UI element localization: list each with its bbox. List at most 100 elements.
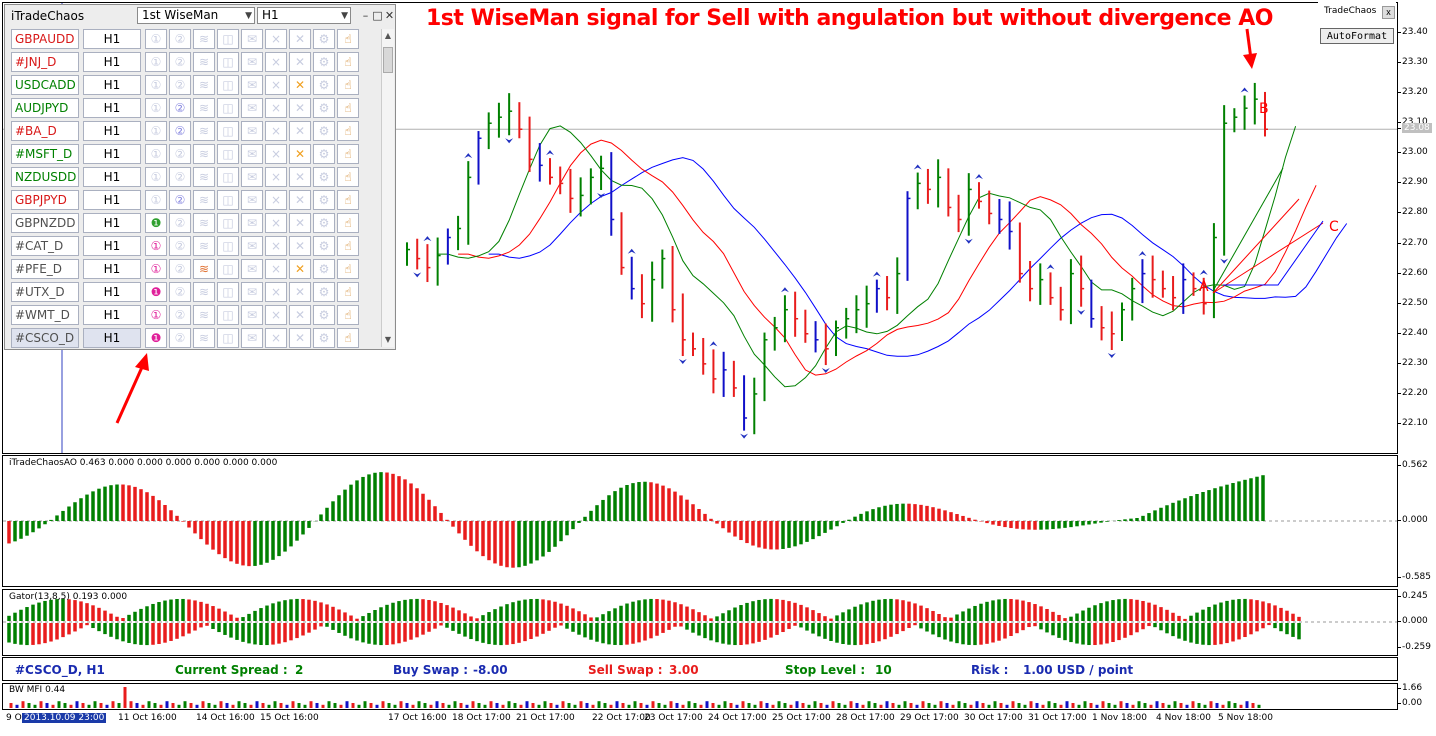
- symbol-name[interactable]: AUDJPYD: [11, 98, 79, 118]
- hand-icon[interactable]: ☝: [337, 29, 359, 49]
- wiseman2-icon[interactable]: ②: [169, 305, 191, 325]
- autoformat-button[interactable]: AutoFormat: [1320, 28, 1394, 44]
- scroll-down-icon[interactable]: ▼: [384, 335, 392, 344]
- wiseman2-icon[interactable]: ②: [169, 75, 191, 95]
- symbol-timeframe[interactable]: H1: [83, 121, 141, 141]
- symbol-name[interactable]: #CAT_D: [11, 236, 79, 256]
- ao-pane[interactable]: iTradeChaosAO 0.463 0.000 0.000 0.000 0.…: [2, 455, 1398, 587]
- close-icon[interactable]: ×: [265, 98, 287, 118]
- hand-icon[interactable]: ☝: [337, 236, 359, 256]
- symbol-name[interactable]: GBPNZDD: [11, 213, 79, 233]
- symbol-name[interactable]: GBPJPYD: [11, 190, 79, 210]
- wiseman1-icon[interactable]: ①: [145, 236, 167, 256]
- gator-chart[interactable]: [3, 590, 1398, 656]
- symbol-timeframe[interactable]: H1: [83, 305, 141, 325]
- chart-icon[interactable]: ◫: [217, 213, 239, 233]
- mail-icon[interactable]: ✉: [241, 75, 263, 95]
- wiseman1-icon[interactable]: ①: [145, 52, 167, 72]
- gear-icon[interactable]: ⚙: [313, 29, 335, 49]
- gear-icon[interactable]: ⚙: [313, 144, 335, 164]
- gear-icon[interactable]: ⚙: [313, 305, 335, 325]
- close-icon[interactable]: ×: [265, 29, 287, 49]
- symbol-name[interactable]: #WMT_D: [11, 305, 79, 325]
- mail-icon[interactable]: ✉: [241, 144, 263, 164]
- mfi-pane[interactable]: BW MFI 0.44: [2, 683, 1398, 710]
- wiseman1-icon[interactable]: ①: [145, 167, 167, 187]
- chart-icon[interactable]: ◫: [217, 190, 239, 210]
- gear-icon[interactable]: ⚙: [313, 190, 335, 210]
- wiseman1-icon[interactable]: ①: [145, 144, 167, 164]
- wiseman3-icon[interactable]: ≋: [193, 29, 215, 49]
- hand-icon[interactable]: ☝: [337, 328, 359, 348]
- wiseman2-icon[interactable]: ②: [169, 236, 191, 256]
- wiseman1-icon[interactable]: ①: [145, 305, 167, 325]
- symbol-timeframe[interactable]: H1: [83, 190, 141, 210]
- mfi-chart[interactable]: [3, 684, 1398, 710]
- cross-icon[interactable]: ✕: [289, 98, 311, 118]
- cross-icon[interactable]: ✕: [289, 236, 311, 256]
- chart-icon[interactable]: ◫: [217, 144, 239, 164]
- wiseman3-icon[interactable]: ≋: [193, 190, 215, 210]
- symbol-name[interactable]: #MSFT_D: [11, 144, 79, 164]
- wiseman2-icon[interactable]: ②: [169, 167, 191, 187]
- gear-icon[interactable]: ⚙: [313, 75, 335, 95]
- wiseman3-icon[interactable]: ≋: [193, 98, 215, 118]
- signal-select[interactable]: 1st WiseMan ▼: [137, 7, 255, 24]
- gear-icon[interactable]: ⚙: [313, 52, 335, 72]
- wiseman1-icon[interactable]: ①: [145, 75, 167, 95]
- gear-icon[interactable]: ⚙: [313, 259, 335, 279]
- mail-icon[interactable]: ✉: [241, 259, 263, 279]
- close-icon[interactable]: ×: [265, 305, 287, 325]
- chart-icon[interactable]: ◫: [217, 305, 239, 325]
- wiseman3-icon[interactable]: ≋: [193, 282, 215, 302]
- wiseman2-icon[interactable]: ②: [169, 144, 191, 164]
- mail-icon[interactable]: ✉: [241, 167, 263, 187]
- symbol-timeframe[interactable]: H1: [83, 328, 141, 348]
- mail-icon[interactable]: ✉: [241, 282, 263, 302]
- wiseman2-icon[interactable]: ②: [169, 98, 191, 118]
- close-icon[interactable]: ×: [265, 328, 287, 348]
- chart-icon[interactable]: ◫: [217, 98, 239, 118]
- gator-pane[interactable]: Gator(13,8,5) 0.193 0.000: [2, 589, 1398, 656]
- wiseman3-icon[interactable]: ≋: [193, 75, 215, 95]
- wiseman3-icon[interactable]: ≋: [193, 144, 215, 164]
- wiseman1-icon[interactable]: ①: [145, 29, 167, 49]
- wiseman3-icon[interactable]: ≋: [193, 236, 215, 256]
- hand-icon[interactable]: ☝: [337, 52, 359, 72]
- wiseman2-icon[interactable]: ②: [169, 328, 191, 348]
- wiseman2-icon[interactable]: ②: [169, 213, 191, 233]
- symbol-timeframe[interactable]: H1: [83, 259, 141, 279]
- close-icon[interactable]: ×: [265, 236, 287, 256]
- minimize-icon[interactable]: –: [362, 9, 369, 22]
- symbol-name[interactable]: USDCADD: [11, 75, 79, 95]
- symbol-timeframe[interactable]: H1: [83, 236, 141, 256]
- scroll-up-icon[interactable]: ▲: [384, 31, 392, 40]
- wiseman1-icon[interactable]: ❶: [145, 213, 167, 233]
- timeframe-select[interactable]: H1 ▼: [257, 7, 351, 24]
- wiseman1-icon[interactable]: ❶: [145, 282, 167, 302]
- gear-icon[interactable]: ⚙: [313, 213, 335, 233]
- scroll-thumb[interactable]: [383, 47, 393, 73]
- chart-icon[interactable]: ◫: [217, 121, 239, 141]
- symbol-timeframe[interactable]: H1: [83, 282, 141, 302]
- gear-icon[interactable]: ⚙: [313, 98, 335, 118]
- symbol-timeframe[interactable]: H1: [83, 75, 141, 95]
- close-icon[interactable]: ×: [265, 259, 287, 279]
- mail-icon[interactable]: ✉: [241, 305, 263, 325]
- close-icon[interactable]: ×: [265, 167, 287, 187]
- chart-icon[interactable]: ◫: [217, 52, 239, 72]
- cross-icon[interactable]: ✕: [289, 52, 311, 72]
- cross-icon[interactable]: ✕: [289, 75, 311, 95]
- hand-icon[interactable]: ☝: [337, 282, 359, 302]
- mail-icon[interactable]: ✉: [241, 121, 263, 141]
- symbol-name[interactable]: #BA_D: [11, 121, 79, 141]
- wiseman2-icon[interactable]: ②: [169, 259, 191, 279]
- mail-icon[interactable]: ✉: [241, 328, 263, 348]
- symbol-name[interactable]: #UTX_D: [11, 282, 79, 302]
- wiseman3-icon[interactable]: ≋: [193, 52, 215, 72]
- wiseman3-icon[interactable]: ≋: [193, 328, 215, 348]
- cross-icon[interactable]: ✕: [289, 213, 311, 233]
- hand-icon[interactable]: ☝: [337, 259, 359, 279]
- wiseman1-icon[interactable]: ①: [145, 259, 167, 279]
- chart-icon[interactable]: ◫: [217, 282, 239, 302]
